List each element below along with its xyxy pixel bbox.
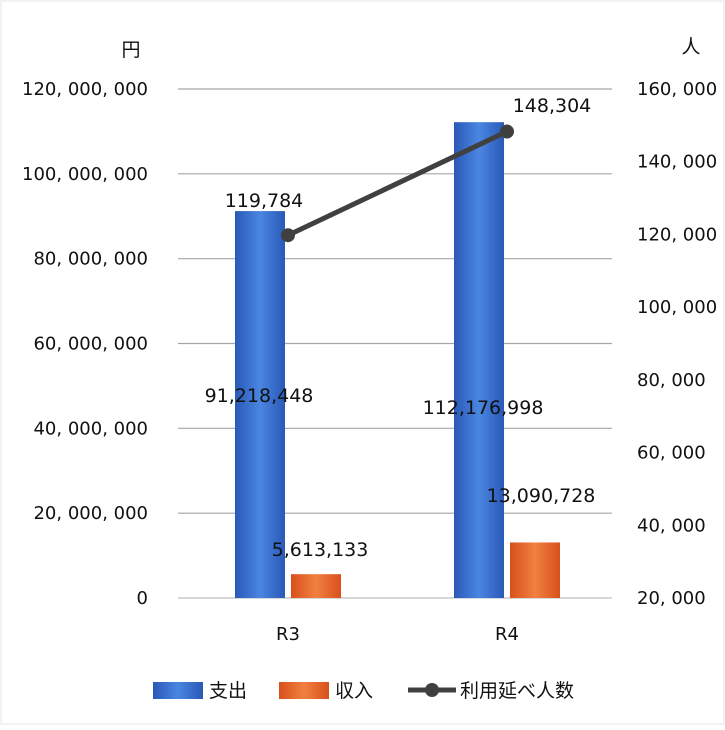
y-left-tick-label: 100, 000, 000 [22, 164, 148, 185]
y-right-tick-label: 120, 000 [637, 224, 717, 245]
y-left-tick-label: 60, 000, 000 [33, 334, 148, 355]
y-left-tick-label: 40, 000, 000 [33, 418, 148, 439]
bar-income [291, 574, 341, 598]
data-label-expense: 112,176,998 [423, 397, 544, 419]
data-label-users: 148,304 [513, 95, 592, 117]
line-point [500, 124, 514, 139]
bar-expense [454, 122, 504, 599]
legend: 支出 収入 利用延べ人数 [153, 680, 574, 702]
legend-swatch-expense [153, 682, 203, 699]
legend-swatch-income [279, 682, 329, 699]
y-right-tick-label: 140, 000 [637, 152, 717, 173]
y-right-tick-label: 60, 000 [637, 443, 706, 464]
x-tick-label: R3 [276, 624, 300, 645]
y-right-tick-label: 20, 000 [637, 588, 706, 609]
y-right-unit-label: 人 [681, 36, 700, 58]
bar-income [510, 542, 560, 598]
x-tick-label: R4 [495, 624, 519, 645]
line-series [281, 124, 514, 243]
data-labels: 91,218,448 112,176,998 5,613,133 13,090,728… [205, 95, 596, 561]
bars [235, 122, 560, 599]
y-left-tick-label: 20, 000, 000 [33, 503, 148, 524]
y-left-tick-label: 120, 000, 000 [22, 79, 148, 100]
y-left-tick-label: 80, 000, 000 [33, 249, 148, 270]
data-label-expense: 91,218,448 [205, 385, 314, 407]
y-right-tick-label: 80, 000 [637, 370, 706, 391]
y-right-tick-label: 100, 000 [637, 297, 717, 318]
y-left-tick-label: 0 [137, 588, 148, 609]
line-point [281, 228, 295, 243]
y-right-tick-label: 40, 000 [637, 515, 706, 536]
data-label-income: 13,090,728 [487, 485, 596, 507]
line-users [286, 129, 509, 238]
data-label-users: 119,784 [225, 190, 304, 212]
bar-expense [235, 211, 285, 598]
legend-label-income: 収入 [335, 680, 373, 702]
legend-swatch-users-marker [425, 683, 439, 697]
axes: 0 20, 000, 000 40, 000, 000 60, 000, 000 80,… [22, 36, 717, 645]
legend-label-expense: 支出 [209, 680, 247, 702]
y-right-tick-label: 160, 000 [637, 79, 717, 100]
data-label-income: 5,613,133 [272, 539, 369, 561]
y-left-unit-label: 円 [121, 39, 140, 61]
legend-label-users: 利用延べ人数 [460, 680, 574, 702]
